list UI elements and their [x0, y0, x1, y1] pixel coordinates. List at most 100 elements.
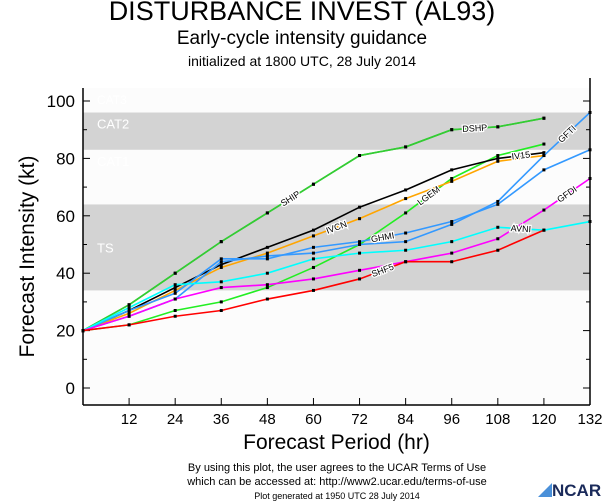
data-point [404, 231, 408, 235]
series-line [82, 149, 591, 332]
data-point [542, 228, 546, 232]
data-point [450, 222, 454, 226]
data-point [358, 240, 362, 244]
data-point [542, 151, 546, 155]
x-tick-label: 120 [531, 411, 556, 428]
data-point [496, 248, 500, 252]
data-point [496, 225, 500, 229]
data-point [450, 251, 454, 255]
y-tick-label: 0 [66, 379, 75, 398]
data-point [265, 271, 269, 275]
x-tick-label: 36 [213, 411, 230, 428]
data-point [311, 234, 315, 238]
data-point [265, 257, 269, 261]
data-point [127, 303, 131, 307]
data-point [450, 128, 454, 132]
data-point [311, 228, 315, 232]
data-point [173, 283, 177, 287]
series-lgem [81, 142, 546, 333]
data-point [496, 156, 500, 160]
band-label: CAT2 [97, 116, 129, 131]
data-point [311, 265, 315, 269]
band-cat1 [83, 149, 590, 205]
band-label: CAT3 [97, 93, 127, 107]
x-tick-label: 84 [397, 411, 414, 428]
data-point [358, 277, 362, 281]
data-point [404, 211, 408, 215]
series-label: IV15 [511, 149, 531, 161]
data-point [450, 176, 454, 180]
data-point [311, 257, 315, 261]
data-point [173, 314, 177, 318]
data-point [450, 168, 454, 172]
series-gfdi [81, 176, 592, 333]
band-label: CAT1 [97, 154, 129, 169]
data-point [542, 168, 546, 172]
data-point [265, 254, 269, 258]
data-point [173, 297, 177, 301]
series-shf5 [81, 228, 546, 333]
data-point [173, 288, 177, 292]
data-point [127, 306, 131, 310]
generated-time: Plot generated at 1950 UTC 28 July 2014 [254, 491, 420, 501]
series-label: DSHP [462, 122, 488, 134]
x-tick-label: 12 [121, 411, 138, 428]
data-point [81, 329, 85, 333]
data-point [219, 260, 223, 264]
data-point [219, 309, 223, 313]
data-point [450, 179, 454, 183]
data-point [311, 277, 315, 281]
y-axis-label: Forecast Intensity (kt) [16, 156, 39, 358]
data-point [173, 291, 177, 295]
data-point [311, 245, 315, 249]
data-point [404, 248, 408, 252]
data-point [496, 154, 500, 158]
series-line [82, 220, 591, 332]
chart-subtitle: Early-cycle intensity guidance [176, 28, 428, 49]
x-tick-label: 108 [485, 411, 510, 428]
data-point [496, 202, 500, 206]
x-tick-label: 96 [443, 411, 460, 428]
data-point [265, 286, 269, 290]
data-point [358, 205, 362, 209]
data-point [404, 260, 408, 264]
terms-text-2: which can be accessed at: http://www2.uc… [187, 476, 487, 488]
data-point [542, 116, 546, 120]
data-point [265, 211, 269, 215]
data-point [265, 283, 269, 287]
data-point [127, 309, 131, 313]
data-point [358, 217, 362, 221]
ncar-logo-text: NCAR [552, 481, 602, 500]
data-point [265, 251, 269, 255]
data-point [450, 220, 454, 224]
data-point [542, 154, 546, 158]
y-tick-label: 20 [56, 322, 75, 341]
data-point [450, 260, 454, 264]
data-point [127, 323, 131, 327]
data-point [219, 240, 223, 244]
data-point [588, 110, 592, 114]
data-point [496, 159, 500, 163]
x-axis-label: Forecast Period (hr) [243, 431, 430, 454]
data-point [219, 286, 223, 290]
data-point [219, 257, 223, 261]
terms-text-1: By using this plot, the user agrees to t… [187, 462, 487, 474]
data-point [358, 268, 362, 272]
data-point [311, 182, 315, 186]
data-point [219, 265, 223, 269]
y-tick-label: 40 [56, 264, 75, 283]
data-point [404, 197, 408, 201]
data-point [265, 297, 269, 301]
series-line [82, 177, 591, 332]
ncar-logo-mark-icon [538, 483, 552, 497]
x-tick-label: 72 [351, 411, 368, 428]
data-point [265, 245, 269, 249]
data-point [358, 243, 362, 246]
y-tick-label: 80 [56, 149, 75, 168]
chart-title: DISTURBANCE INVEST (AL93) [108, 0, 496, 26]
data-point [311, 251, 315, 255]
data-point [358, 251, 362, 255]
data-point [127, 311, 131, 315]
data-point [219, 300, 223, 304]
data-point [496, 237, 500, 241]
